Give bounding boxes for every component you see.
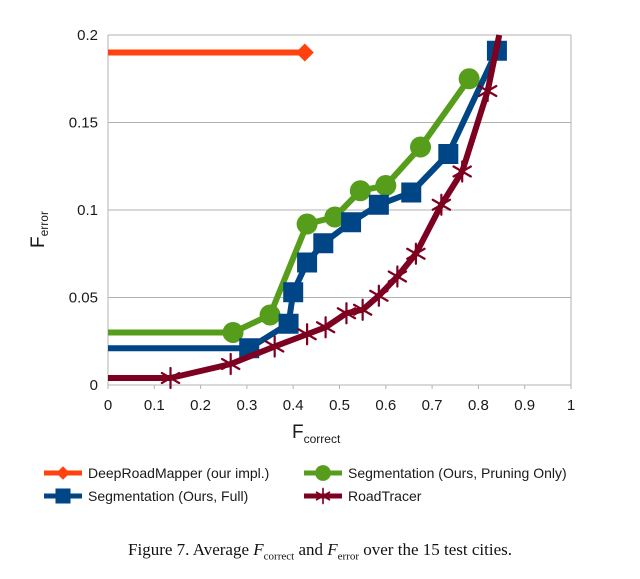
- star-stroke: [352, 303, 373, 316]
- x-tick-label: 0.1: [144, 397, 165, 414]
- star-stroke: [315, 321, 336, 334]
- star-stroke: [336, 307, 357, 320]
- data-point: [283, 282, 304, 303]
- chart: 0 0.05 0.1 0.15 0.2 0 0.1 0.2 0.3 0.4 0.5 0.6 0.7 0.…: [28, 27, 575, 505]
- legend-label: RoadTracer: [348, 488, 422, 504]
- x-tick-label: 0.2: [190, 397, 211, 414]
- y-tick-label: 0.2: [77, 27, 98, 44]
- caption-var2-sub: error: [337, 550, 360, 563]
- data-point: [296, 213, 318, 235]
- star-stroke: [369, 289, 389, 302]
- caption-suffix: over the 15 test cities.: [359, 540, 512, 559]
- star-stroke: [477, 84, 498, 98]
- star-stroke: [431, 198, 452, 211]
- data-point: [352, 298, 373, 321]
- legend-label: Segmentation (Ours, Full): [88, 488, 248, 504]
- x-tick-labels: 0 0.1 0.2 0.3 0.4 0.5 0.6 0.7 0.8 0.9 1: [104, 397, 575, 414]
- caption-var1: F: [253, 540, 264, 559]
- figure-caption: Figure 7. Average Fcorrect and Ferror ov…: [0, 540, 640, 562]
- y-tick-label: 0: [90, 377, 98, 394]
- star-stroke: [264, 340, 285, 353]
- star-stroke: [297, 328, 317, 341]
- star-stroke: [452, 165, 472, 178]
- data-point: [406, 242, 426, 265]
- y-tick-label: 0.05: [69, 290, 98, 307]
- x-tick-label: 0.5: [329, 397, 350, 414]
- x-tick-label: 0.8: [468, 397, 489, 414]
- legend-item: Segmentation (Ours, Pruning Only): [304, 465, 567, 481]
- caption-var1-sub: correct: [263, 550, 295, 563]
- series-deeproadmapper-our-impl: [108, 43, 314, 62]
- data-point: [387, 265, 408, 288]
- legend-label: DeepRoadMapper (our impl.): [88, 465, 269, 481]
- y-tick-label: 0.15: [69, 115, 98, 132]
- caption-var2: F: [327, 540, 338, 559]
- x-tick-label: 0.4: [283, 397, 304, 414]
- data-point: [297, 252, 318, 273]
- legend-swatch-marker: [55, 488, 71, 504]
- data-point: [410, 136, 432, 158]
- x-tick-label: 0.6: [375, 397, 396, 414]
- series-line: [108, 49, 500, 352]
- y-axis-title: Ferror: [28, 211, 51, 248]
- data-point: [349, 180, 371, 202]
- star-stroke: [160, 371, 181, 385]
- y-tick-labels: 0 0.05 0.1 0.15 0.2: [69, 27, 98, 394]
- data-point: [259, 304, 281, 326]
- data-point: [297, 323, 317, 346]
- data-point: [368, 194, 389, 215]
- y-tick-label: 0.1: [77, 202, 98, 219]
- data-point: [278, 313, 299, 334]
- x-tick-label: 1: [567, 397, 575, 414]
- series-roadtracer: [108, 34, 503, 390]
- star-stroke: [406, 247, 426, 260]
- x-tick-label: 0.9: [514, 397, 535, 414]
- legend-item: Segmentation (Ours, Full): [44, 488, 248, 504]
- legend-label: Segmentation (Ours, Pruning Only): [348, 465, 567, 481]
- x-tick-label: 0.3: [236, 397, 257, 414]
- data-point: [336, 302, 357, 325]
- legend-swatch-marker: [56, 466, 70, 480]
- data-point: [220, 352, 241, 376]
- x-tick-label: 0: [104, 397, 112, 414]
- data-point: [264, 335, 285, 358]
- data-point: [295, 43, 314, 62]
- data-point: [341, 212, 362, 233]
- caption-prefix: Figure 7. Average: [128, 540, 254, 559]
- x-axis-label: F: [292, 422, 304, 443]
- series-layer: [108, 34, 507, 390]
- data-point: [431, 193, 452, 216]
- legend-swatch-marker: [315, 465, 331, 481]
- y-axis-subscript: error: [37, 211, 51, 236]
- data-point: [313, 233, 334, 254]
- legend-swatch-marker: [315, 487, 331, 505]
- data-point: [438, 144, 459, 164]
- data-point: [324, 206, 346, 228]
- series-segmentation-ours-pruning-only: [108, 68, 480, 343]
- star-stroke: [387, 270, 408, 283]
- legend-item: RoadTracer: [304, 487, 422, 505]
- data-point: [452, 160, 472, 183]
- data-point: [375, 175, 397, 196]
- plot-frame: [107, 35, 572, 385]
- data-point: [458, 68, 480, 90]
- caption-mid: and: [294, 540, 328, 559]
- data-point: [160, 366, 181, 390]
- data-point: [477, 79, 498, 103]
- star-stroke: [315, 491, 331, 501]
- legend: DeepRoadMapper (our impl.) Segmentation (…: [44, 465, 567, 505]
- data-point: [315, 316, 336, 339]
- star-stroke: [220, 357, 241, 371]
- y-axis-label: F: [28, 236, 49, 248]
- x-axis-title: Fcorrect: [292, 422, 341, 446]
- data-point: [222, 322, 244, 343]
- data-point: [401, 182, 422, 203]
- x-axis-subscript: correct: [304, 432, 341, 446]
- legend-item: DeepRoadMapper (our impl.): [44, 465, 269, 481]
- data-point: [369, 284, 389, 307]
- x-tick-label: 0.7: [422, 397, 443, 414]
